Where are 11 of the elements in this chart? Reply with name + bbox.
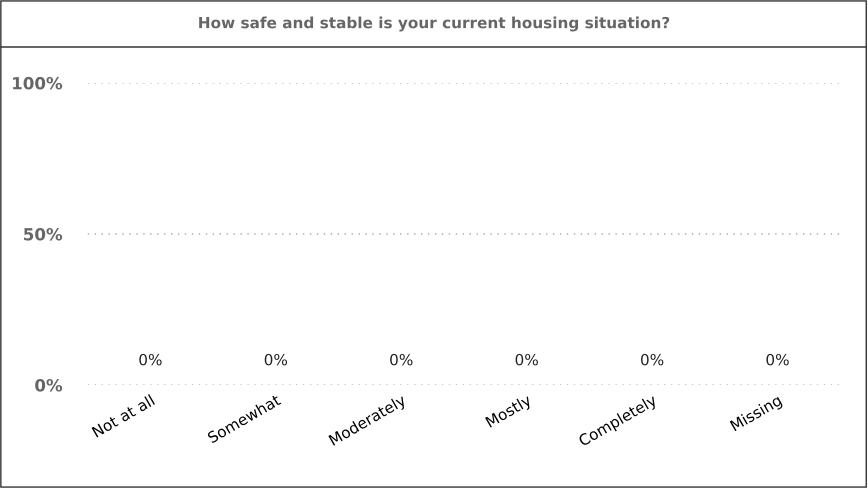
data-label: 0% [139, 354, 162, 366]
y-tick-label: 0% [35, 378, 62, 392]
data-label: 0% [390, 354, 413, 366]
data-label: 0% [640, 354, 664, 366]
data-label: 0% [264, 354, 288, 366]
data-label: 0% [516, 354, 538, 366]
x-tick-label: Not at all [91, 394, 156, 438]
y-tick-label: 50% [24, 228, 62, 241]
y-tick-label: 100% [13, 76, 62, 90]
data-label: 0% [766, 354, 789, 366]
chart-title: How safe and stable is your current housing situation? [199, 16, 670, 32]
